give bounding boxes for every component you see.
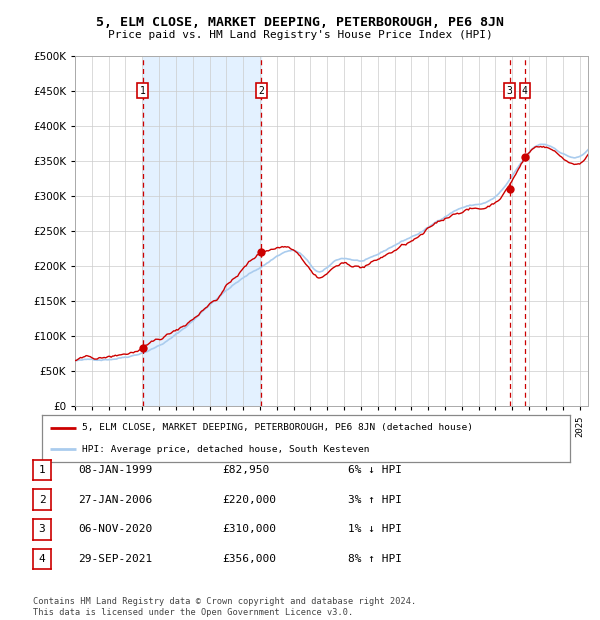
Text: 4: 4 (522, 86, 528, 96)
Text: 27-JAN-2006: 27-JAN-2006 (78, 495, 152, 505)
Text: £220,000: £220,000 (222, 495, 276, 505)
Text: 6% ↓ HPI: 6% ↓ HPI (348, 465, 402, 475)
Text: 29-SEP-2021: 29-SEP-2021 (78, 554, 152, 564)
Text: 1: 1 (38, 465, 46, 475)
Text: 3: 3 (507, 86, 513, 96)
Text: 1% ↓ HPI: 1% ↓ HPI (348, 525, 402, 534)
Text: 3: 3 (38, 525, 46, 534)
Text: £82,950: £82,950 (222, 465, 269, 475)
Text: 4: 4 (38, 554, 46, 564)
Text: 5, ELM CLOSE, MARKET DEEPING, PETERBOROUGH, PE6 8JN: 5, ELM CLOSE, MARKET DEEPING, PETERBOROU… (96, 16, 504, 29)
Text: 1: 1 (140, 86, 146, 96)
Text: 8% ↑ HPI: 8% ↑ HPI (348, 554, 402, 564)
Text: Price paid vs. HM Land Registry's House Price Index (HPI): Price paid vs. HM Land Registry's House … (107, 30, 493, 40)
Text: 2: 2 (38, 495, 46, 505)
Text: Contains HM Land Registry data © Crown copyright and database right 2024.
This d: Contains HM Land Registry data © Crown c… (33, 598, 416, 617)
Bar (143, 56, 262, 406)
Text: 08-JAN-1999: 08-JAN-1999 (78, 465, 152, 475)
Text: HPI: Average price, detached house, South Kesteven: HPI: Average price, detached house, Sout… (82, 445, 369, 454)
Text: 2: 2 (259, 86, 264, 96)
Text: 06-NOV-2020: 06-NOV-2020 (78, 525, 152, 534)
Text: £310,000: £310,000 (222, 525, 276, 534)
Text: 5, ELM CLOSE, MARKET DEEPING, PETERBOROUGH, PE6 8JN (detached house): 5, ELM CLOSE, MARKET DEEPING, PETERBOROU… (82, 423, 473, 433)
Text: £356,000: £356,000 (222, 554, 276, 564)
Text: 3% ↑ HPI: 3% ↑ HPI (348, 495, 402, 505)
